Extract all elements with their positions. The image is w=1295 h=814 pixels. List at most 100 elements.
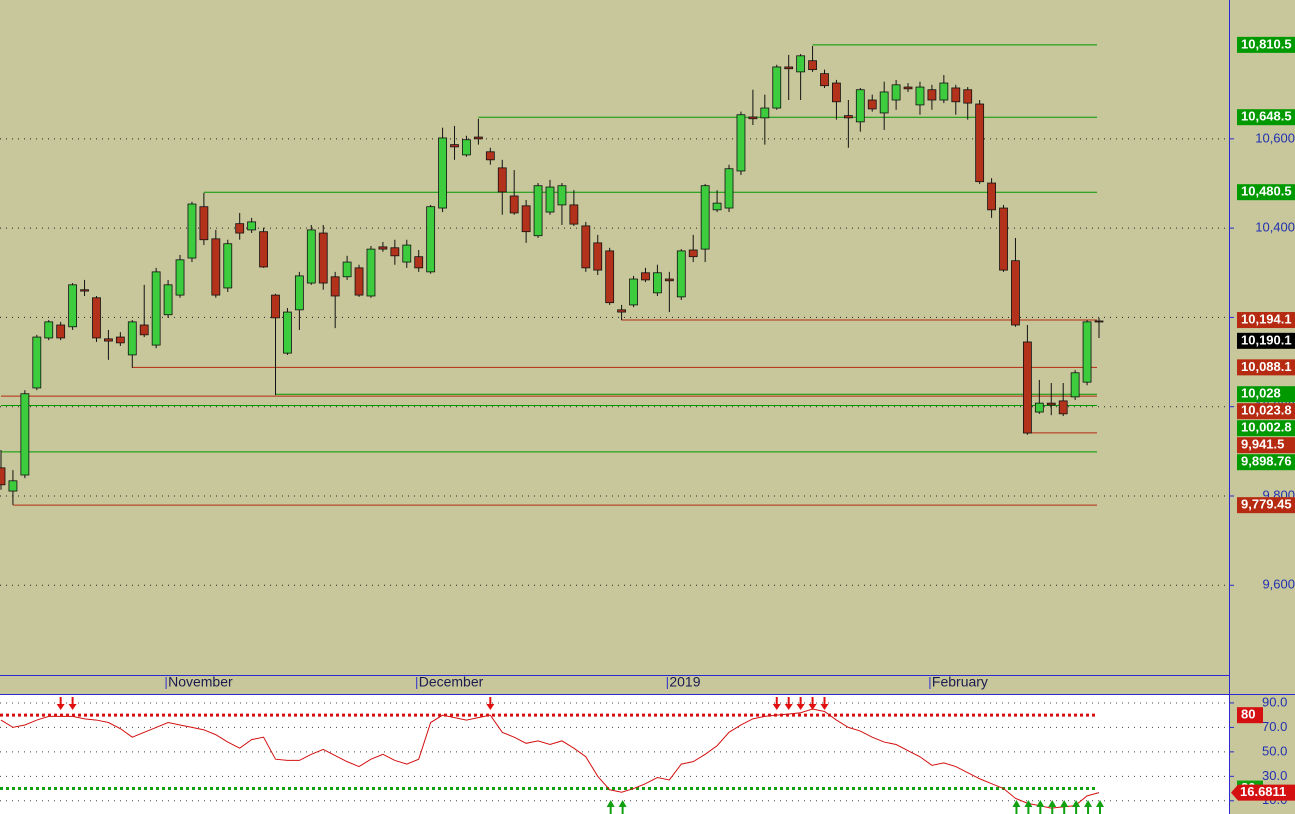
candle-body <box>688 249 698 258</box>
candle-body <box>175 259 185 296</box>
candle-body <box>199 206 209 241</box>
candle-body <box>127 321 137 356</box>
candle-body <box>915 86 925 106</box>
level-label: 80 <box>1241 707 1255 722</box>
candle-body <box>855 89 865 123</box>
candle-body <box>354 267 364 296</box>
candle-body <box>617 309 627 313</box>
candle-body <box>963 89 973 104</box>
level-label-box <box>1237 497 1295 514</box>
level-label-box <box>1237 109 1295 126</box>
candle-body <box>939 82 949 101</box>
candle-body <box>306 229 316 284</box>
level-label-box <box>1237 420 1295 437</box>
candle-body <box>1070 372 1080 398</box>
candle-body <box>999 207 1008 271</box>
y-tick-label: 10,400 <box>1255 220 1295 235</box>
level-label-box <box>1237 403 1295 420</box>
sell-arrow <box>796 697 805 710</box>
candle-body <box>211 238 221 296</box>
candle-body <box>44 321 54 339</box>
level-label: 9,941.5 <box>1241 437 1284 452</box>
buy-arrow <box>1048 800 1057 814</box>
candle-body <box>879 91 889 114</box>
candle-body <box>987 182 996 211</box>
candle-body <box>378 246 388 250</box>
candle-body <box>473 136 483 140</box>
candle-body <box>139 324 149 336</box>
x-tick-label: November <box>168 674 233 690</box>
level-label: 9,779.45 <box>1241 497 1292 512</box>
candle-body <box>903 86 913 90</box>
candle-body <box>1046 402 1056 406</box>
last-price-box <box>1237 332 1295 349</box>
candle-body <box>820 73 829 87</box>
sell-arrow <box>772 697 781 710</box>
level-label-box <box>1237 707 1263 724</box>
candle-body <box>569 204 579 225</box>
level-label-box <box>1237 184 1295 201</box>
oscillator-panel <box>0 695 1229 814</box>
candle-body <box>808 60 817 71</box>
candle-body <box>20 393 30 476</box>
candle-body <box>641 272 650 281</box>
level-label-box <box>1237 437 1295 454</box>
y-tick-label: 70.0 <box>1262 719 1287 734</box>
candle-body <box>32 336 42 389</box>
candle-body <box>390 247 400 257</box>
candle-body <box>557 185 567 206</box>
candle-body <box>235 223 245 234</box>
candle-body <box>653 272 662 294</box>
candle-body <box>700 185 710 250</box>
sell-arrow <box>820 697 829 710</box>
candle-body <box>605 250 615 304</box>
sell-arrow <box>56 697 65 710</box>
candle-body <box>593 242 603 271</box>
candle-body <box>891 84 901 101</box>
candle-body <box>104 338 113 342</box>
x-tick-label: 2019 <box>669 674 700 690</box>
sell-arrow <box>784 697 793 710</box>
last-value-box <box>1231 784 1295 801</box>
candle-body <box>56 324 66 339</box>
candle-body <box>0 467 6 486</box>
x-tick-label: February <box>932 674 988 690</box>
candle-body <box>1082 321 1092 383</box>
candle-body <box>951 87 961 103</box>
candle-body <box>414 256 424 269</box>
candle-body <box>676 250 686 298</box>
candle-body <box>223 243 233 289</box>
level-label: 10,002.8 <box>1241 420 1292 435</box>
candle-body <box>796 55 806 73</box>
candle-body <box>342 261 352 278</box>
candle-body <box>115 336 125 344</box>
candle-body <box>772 66 782 109</box>
buy-arrow <box>1060 800 1069 814</box>
sell-arrow <box>68 697 77 710</box>
candle-body <box>68 284 78 328</box>
candle-body <box>724 168 734 209</box>
level-label: 10,648.5 <box>1241 109 1292 124</box>
candle-body <box>1011 260 1020 326</box>
candle-body <box>92 297 101 339</box>
level-label: 10,810.5 <box>1241 36 1292 51</box>
level-label: 9,898.76 <box>1241 454 1292 469</box>
buy-arrow <box>1096 800 1104 814</box>
candle-body <box>521 205 531 233</box>
candle-body <box>581 225 591 269</box>
candle-body <box>485 151 495 161</box>
level-label-box <box>1237 359 1295 376</box>
candle-body <box>736 114 746 172</box>
oscillator-line <box>0 708 1100 809</box>
candle-body <box>1094 320 1104 323</box>
candle-body <box>664 278 674 282</box>
candle-body <box>259 231 268 268</box>
candle-body <box>629 278 638 306</box>
level-label: 10,088.1 <box>1241 359 1292 374</box>
candle-body <box>283 311 292 354</box>
candle-body <box>366 248 376 297</box>
candle-body <box>318 232 328 284</box>
candle-body <box>426 206 436 273</box>
